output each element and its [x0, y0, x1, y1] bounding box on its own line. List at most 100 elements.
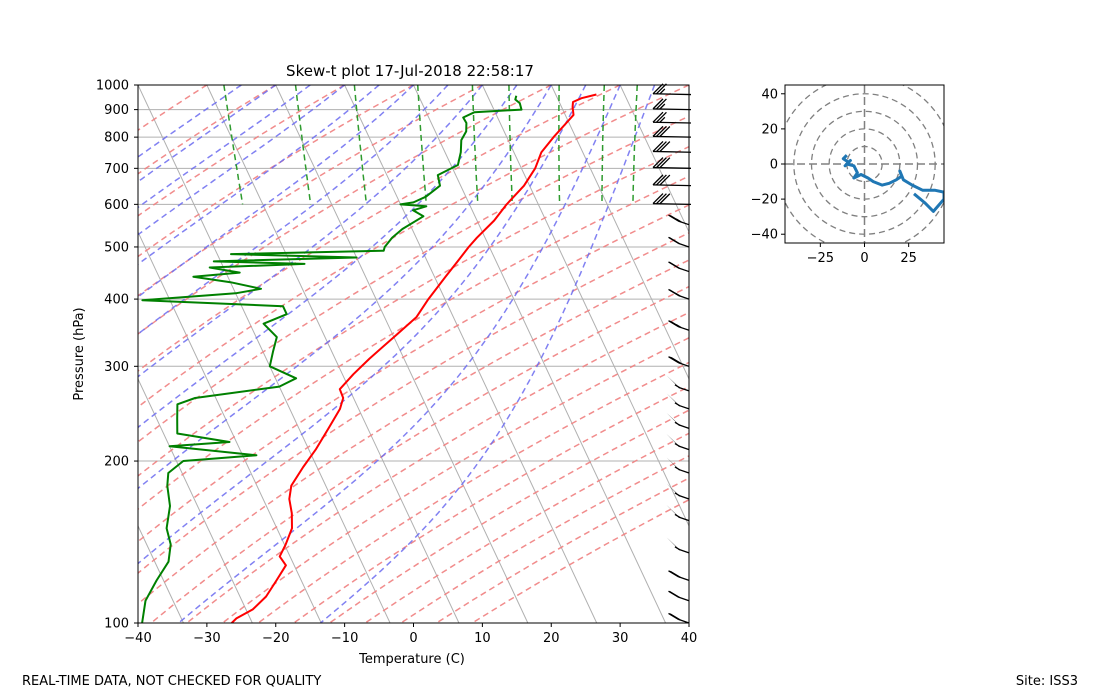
- y-tick-label: 1000: [96, 79, 129, 94]
- skew-t-axes: −40 −30 −20 −10 0 10 20 30 40 100 200 300 400 500 600 7…: [96, 79, 697, 647]
- isotherm: [138, 524, 184, 623]
- dry-adiabat: [138, 85, 483, 297]
- mixing-ratio-line: [353, 85, 368, 205]
- moist-adiabat: [320, 85, 656, 623]
- wind-barb: [666, 412, 690, 430]
- wind-barb: [668, 236, 690, 248]
- chart-title: Skew-t plot 17-Jul-2018 22:58:17: [286, 62, 534, 80]
- dry-adiabat: [138, 85, 621, 372]
- wind-barb: [652, 157, 692, 169]
- dry-adiabat: [138, 85, 552, 335]
- x-tick-label: −20: [262, 631, 289, 646]
- isotherm: [138, 377, 253, 623]
- hodograph-y-tick-label: −20: [751, 193, 778, 208]
- y-tick-label: 400: [104, 293, 129, 308]
- isotherm: [0, 85, 46, 623]
- y-tick-label: 800: [104, 131, 129, 146]
- dry-adiabat: [138, 204, 689, 543]
- moist-adiabat: [138, 85, 552, 490]
- isotherm: [688, 85, 689, 87]
- wind-barb: [668, 214, 690, 226]
- dry-adiabat: [138, 85, 345, 217]
- moist-adiabat: [178, 85, 621, 623]
- site-label: Site: ISS3: [1015, 674, 1078, 689]
- dry-adiabat: [138, 259, 689, 605]
- wind-barb: [652, 174, 692, 187]
- skew-t-grid: [0, 85, 689, 623]
- dry-adiabat: [138, 85, 277, 175]
- mixing-ratio-line: [508, 85, 514, 205]
- wind-barb: [666, 505, 690, 522]
- x-tick-label: 30: [612, 631, 629, 646]
- moist-adiabat: [138, 85, 518, 429]
- hodograph-trace: [841, 154, 944, 213]
- moist-adiabat: [138, 85, 415, 298]
- hodograph-y-tick-label: 20: [761, 122, 778, 137]
- mixing-ratio-line: [294, 85, 312, 205]
- dry-adiabat: [186, 311, 689, 623]
- x-tick-label: −40: [124, 631, 151, 646]
- dry-adiabat: [150, 285, 689, 623]
- hodograph-plot: [785, 85, 944, 243]
- dry-adiabat: [138, 85, 414, 258]
- isotherm: [138, 230, 322, 623]
- wind-barb: [666, 483, 690, 500]
- wind-barb: [666, 375, 690, 392]
- hodograph-y-tick-label: −40: [751, 228, 778, 243]
- y-tick-label: 300: [104, 360, 129, 375]
- isotherm: [344, 85, 598, 623]
- wind-barb: [668, 570, 690, 582]
- wind-barb: [652, 83, 692, 96]
- wind-barb: [666, 457, 690, 474]
- hodograph-y-tick-label: 40: [761, 87, 778, 102]
- hodograph-x-tick-label: −25: [807, 251, 834, 266]
- wind-barb: [666, 393, 690, 410]
- x-tick-label: −30: [193, 631, 220, 646]
- hodograph-x-tick-label: 25: [900, 251, 917, 266]
- x-tick-label: 20: [543, 631, 560, 646]
- quality-notice: REAL-TIME DATA, NOT CHECKED FOR QUALITY: [22, 674, 322, 689]
- dry-adiabat: [138, 145, 689, 477]
- mixing-ratio-line: [632, 85, 639, 205]
- y-tick-label: 500: [104, 240, 129, 255]
- wind-barb: [652, 98, 692, 111]
- wind-barbs: [652, 83, 692, 624]
- mixing-ratio-line: [223, 85, 244, 205]
- dry-adiabat: [471, 498, 689, 623]
- isotherm: [0, 85, 115, 623]
- x-axis-label: Temperature (C): [358, 652, 465, 667]
- moist-adiabat: [138, 85, 311, 209]
- dry-adiabat: [257, 361, 689, 623]
- hodograph-x-tick-label: 0: [860, 251, 868, 266]
- wind-barb: [666, 537, 690, 554]
- wind-barb: [652, 193, 692, 206]
- isotherm: [481, 85, 689, 528]
- mixing-ratio-line: [416, 85, 428, 205]
- y-tick-label: 600: [104, 198, 129, 213]
- isotherm: [550, 85, 689, 381]
- mixing-ratio-line: [471, 85, 479, 205]
- isotherm: [275, 85, 529, 623]
- dewpoint-profile: [141, 95, 523, 623]
- moist-adiabat: [138, 85, 346, 236]
- wind-barb: [652, 111, 692, 124]
- x-tick-label: 40: [681, 631, 698, 646]
- isotherm: [619, 85, 689, 234]
- mixing-ratio-line: [601, 85, 606, 205]
- wind-barb: [668, 612, 690, 624]
- y-tick-label: 100: [104, 617, 129, 632]
- wind-barb: [668, 356, 690, 367]
- hodograph-y-tick-label: 0: [770, 158, 778, 173]
- wind-barb: [652, 140, 692, 153]
- moist-adiabat: [138, 85, 449, 335]
- skew-t-profiles: [141, 93, 597, 623]
- y-tick-label: 700: [104, 162, 129, 177]
- wind-barb: [668, 320, 690, 331]
- dry-adiabat: [293, 385, 689, 623]
- dry-adiabat: [138, 175, 689, 511]
- wind-barb: [666, 434, 690, 451]
- isotherm: [206, 85, 460, 623]
- x-tick-label: −10: [331, 631, 358, 646]
- wind-barb: [652, 125, 692, 138]
